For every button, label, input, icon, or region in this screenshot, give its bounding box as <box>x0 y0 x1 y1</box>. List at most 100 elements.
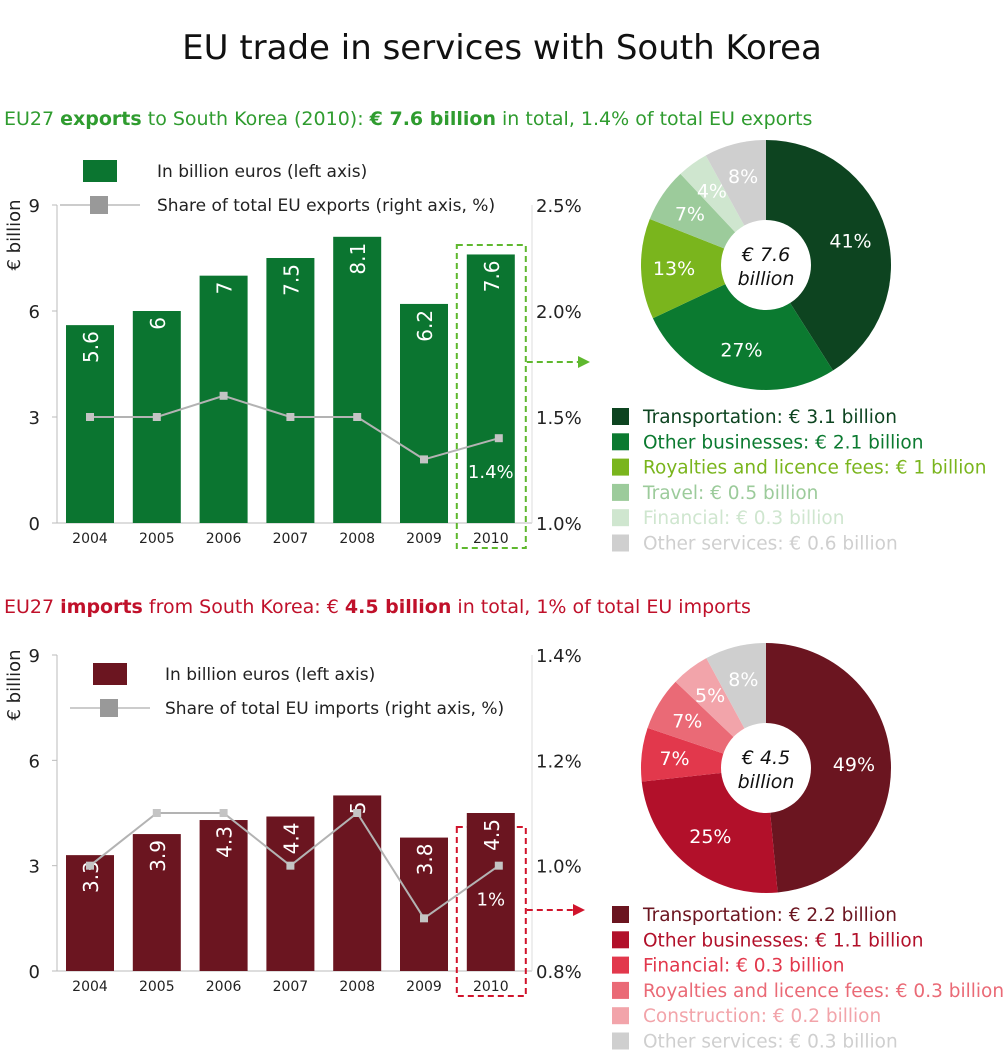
share-point-2005 <box>152 809 161 817</box>
y2-tick-label: 1.2% <box>536 751 582 772</box>
legend-line-marker <box>90 196 108 214</box>
bar-2005 <box>132 834 181 971</box>
bar-2010 <box>466 813 515 971</box>
bar-2009 <box>400 303 448 523</box>
heading-text: in total, 1.4% of total EU exports <box>495 108 813 130</box>
legend-item-label: Royalties and licence fees: € 0.3 billio… <box>643 981 1004 1002</box>
y2-tick-label: 1.5% <box>536 408 582 429</box>
x-tick-label: 2006 <box>206 531 242 547</box>
legend-line-marker <box>100 699 118 717</box>
heading-text: EU27 <box>4 596 61 618</box>
share-value-label: 1% <box>477 890 506 911</box>
heading-text: to South Korea (2010): <box>141 108 370 130</box>
pie-slice-label: 5% <box>695 685 725 707</box>
legend-bar-label: In billion euros (left axis) <box>165 665 375 685</box>
x-tick-label: 2004 <box>72 531 108 547</box>
x-tick-label: 2010 <box>473 531 509 547</box>
heading-text: EU27 <box>4 108 61 130</box>
bar-2007 <box>266 816 315 971</box>
y-tick-label: 9 <box>29 196 40 217</box>
bar-value-label: 3.8 <box>413 844 437 876</box>
bar-value-label: 4.4 <box>279 823 303 855</box>
pie-slice-label: 8% <box>728 669 758 691</box>
pie-slice-label: 25% <box>689 826 731 848</box>
x-tick-label: 2009 <box>406 979 442 995</box>
share-point-2007 <box>286 413 295 421</box>
share-point-2006 <box>219 391 228 400</box>
share-point-2010 <box>494 861 503 870</box>
legend-line-label: Share of total EU exports (right axis, %… <box>157 196 495 216</box>
bar-value-label: 8.1 <box>346 243 370 275</box>
pie-slice-0 <box>766 140 891 371</box>
arrow-head-icon <box>578 356 590 368</box>
heading-bold: € 7.6 billion <box>369 108 496 130</box>
pie-slice-2 <box>641 218 766 319</box>
legend-swatch <box>612 931 629 949</box>
x-tick-label: 2005 <box>139 979 175 995</box>
legend-item-label: Financial: € 0.3 billion <box>643 956 844 977</box>
y-tick-label: 3 <box>29 857 40 878</box>
heading-bold: imports <box>60 596 143 618</box>
legend-bar-label: In billion euros (left axis) <box>157 162 367 182</box>
legend-line-label: Share of total EU imports (right axis, %… <box>165 699 504 719</box>
share-point-2004 <box>86 861 94 870</box>
y2-tick-label: 1.4% <box>536 646 582 667</box>
highlight-box <box>455 244 527 549</box>
legend-item-label: Transportation: € 2.2 billion <box>642 905 897 926</box>
x-tick-label: 2010 <box>473 979 509 995</box>
legend-swatch <box>612 1007 629 1025</box>
pie-center-label: € 7.6 <box>741 244 790 266</box>
legend-swatch <box>612 906 629 923</box>
bar-2010 <box>466 254 515 523</box>
share-point-2008 <box>353 809 362 817</box>
bar-value-label: 7 <box>213 282 237 295</box>
y2-tick-label: 1.0% <box>536 857 582 878</box>
x-tick-label: 2004 <box>72 979 108 995</box>
pie-center-label: billion <box>738 771 795 793</box>
share-point-2008 <box>353 413 362 421</box>
pie-center-label: € 4.5 <box>741 747 790 769</box>
pie-slice-label: 13% <box>653 258 695 280</box>
pie-slice-label: 7% <box>659 748 689 770</box>
legend-swatch <box>612 483 629 501</box>
bar-2007 <box>266 258 315 523</box>
pie-hole <box>721 220 811 310</box>
share-point-2006 <box>219 809 228 817</box>
legend-swatch <box>612 433 629 451</box>
bar-2004 <box>66 325 114 523</box>
bar-value-label: 6.2 <box>413 310 437 342</box>
legend-swatch <box>612 1032 629 1050</box>
bar-value-label: 5 <box>346 801 370 814</box>
pie-slice-label: 27% <box>720 340 762 362</box>
y-axis-label: € billion <box>4 649 25 720</box>
bar-2008 <box>333 795 382 971</box>
pie-slice-label: 7% <box>672 710 702 732</box>
imports-heading: EU27 imports from South Korea: € 4.5 bil… <box>4 596 751 618</box>
share-point-2009 <box>420 455 428 464</box>
heading-bold: 4.5 billion <box>344 596 452 618</box>
pie-slice-1 <box>652 265 833 390</box>
legend-item-label: Royalties and licence fees: € 1 billion <box>643 458 986 479</box>
legend-item-label: Other businesses: € 2.1 billion <box>643 432 923 453</box>
bar-value-label: 3.9 <box>146 840 170 872</box>
pie-slice-label: 41% <box>829 230 871 252</box>
pie-slice-label: 8% <box>728 166 758 188</box>
legend-item-label: Travel: € 0.5 billion <box>642 483 818 504</box>
legend-item-label: Transportation: € 3.1 billion <box>642 407 897 428</box>
bar-value-label: 5.6 <box>79 331 103 363</box>
legend-item-label: Financial: € 0.3 billion <box>643 508 844 529</box>
share-point-2005 <box>152 413 161 421</box>
y-tick-label: 6 <box>29 302 40 323</box>
x-tick-label: 2008 <box>339 531 375 547</box>
page-title: EU trade in services with South Korea <box>182 28 822 68</box>
legend-swatch <box>612 408 629 425</box>
share-point-2004 <box>86 413 94 421</box>
share-point-2009 <box>420 914 428 923</box>
x-tick-label: 2005 <box>139 531 175 547</box>
bar-value-label: 4.5 <box>480 819 504 851</box>
y-tick-label: 3 <box>29 408 40 429</box>
pie-slice-0 <box>766 643 892 893</box>
y-tick-label: 6 <box>29 751 40 772</box>
bar-2008 <box>333 236 382 524</box>
